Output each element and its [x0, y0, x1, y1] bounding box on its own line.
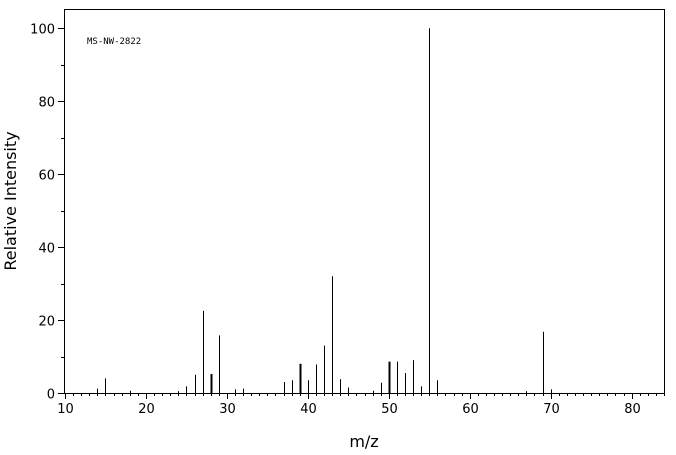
spectrum-peaks [97, 28, 552, 393]
x-tick-label: 20 [138, 402, 155, 417]
y-tick-label: 40 [38, 242, 55, 257]
y-tick-label: 80 [38, 96, 55, 111]
y-axis-title: Relative Intensity [1, 131, 20, 270]
spectrum-id-annotation: MS-NW-2822 [87, 37, 141, 47]
y-axis-ticks: 0 20 40 60 80 100 [30, 23, 65, 403]
x-tick-label: 40 [300, 402, 317, 417]
minor-ticks [61, 65, 665, 396]
y-tick-label: 20 [38, 315, 55, 330]
x-tick-label: 70 [543, 402, 560, 417]
plot-frame [64, 9, 665, 394]
x-tick-label: 80 [624, 402, 641, 417]
y-tick-label: 0 [47, 388, 55, 403]
x-tick-label: 60 [462, 402, 479, 417]
x-tick-label: 10 [57, 402, 74, 417]
x-axis-ticks: 10 20 30 40 50 60 70 80 [57, 393, 641, 417]
x-tick-label: 30 [219, 402, 236, 417]
y-tick-label: 100 [30, 23, 55, 38]
x-axis-title: m/z [349, 432, 378, 451]
x-tick-label: 50 [381, 402, 398, 417]
y-tick-label: 60 [38, 169, 55, 184]
